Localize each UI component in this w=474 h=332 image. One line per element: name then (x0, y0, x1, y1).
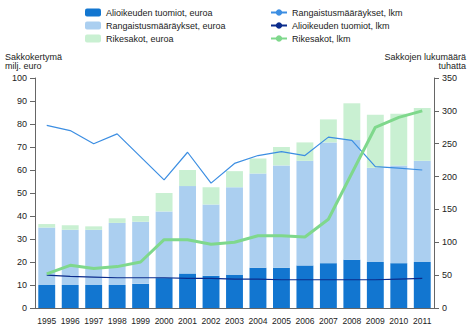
svg-text:Sakkokertymä: Sakkokertymä (5, 51, 62, 62)
svg-text:Rangaistusmääräykset, euroa: Rangaistusmääräykset, euroa (106, 21, 226, 31)
svg-text:0: 0 (22, 303, 27, 313)
svg-text:Alioikeuden tuomiot, lkm: Alioikeuden tuomiot, lkm (292, 21, 390, 31)
svg-text:250: 250 (442, 139, 457, 149)
svg-text:2008: 2008 (342, 316, 361, 326)
svg-text:20: 20 (17, 257, 27, 267)
svg-text:2004: 2004 (249, 316, 268, 326)
svg-text:10: 10 (17, 280, 27, 290)
svg-text:milj. euro: milj. euro (5, 61, 42, 71)
svg-text:1996: 1996 (61, 316, 80, 326)
svg-text:2011: 2011 (413, 316, 432, 326)
svg-text:Sakkojen lukumäärä: Sakkojen lukumäärä (384, 51, 466, 62)
svg-text:2005: 2005 (272, 316, 291, 326)
svg-text:50: 50 (17, 188, 27, 198)
svg-text:100: 100 (12, 73, 27, 83)
svg-text:2001: 2001 (178, 316, 197, 326)
svg-text:1997: 1997 (84, 316, 103, 326)
svg-text:2007: 2007 (319, 316, 338, 326)
svg-text:200: 200 (442, 172, 457, 182)
svg-text:2002: 2002 (202, 316, 221, 326)
svg-text:2003: 2003 (225, 316, 244, 326)
svg-text:300: 300 (442, 106, 457, 116)
svg-text:Alioikeuden tuomiot, euroa: Alioikeuden tuomiot, euroa (106, 8, 213, 18)
svg-text:30: 30 (17, 234, 27, 244)
svg-text:90: 90 (17, 96, 27, 106)
svg-text:80: 80 (17, 119, 27, 129)
svg-text:2006: 2006 (295, 316, 314, 326)
svg-text:100: 100 (442, 237, 457, 247)
svg-text:Rikesakot, euroa: Rikesakot, euroa (106, 34, 174, 44)
svg-text:50: 50 (442, 270, 452, 280)
svg-text:70: 70 (17, 142, 27, 152)
svg-text:1998: 1998 (108, 316, 127, 326)
svg-text:0: 0 (442, 303, 447, 313)
svg-text:tuhatta: tuhatta (438, 61, 466, 71)
svg-text:2000: 2000 (155, 316, 174, 326)
svg-text:2009: 2009 (366, 316, 385, 326)
svg-text:Rangaistusmääräykset, lkm: Rangaistusmääräykset, lkm (292, 8, 403, 18)
svg-text:150: 150 (442, 204, 457, 214)
svg-text:2010: 2010 (389, 316, 408, 326)
svg-text:1995: 1995 (37, 316, 56, 326)
svg-text:1999: 1999 (131, 316, 150, 326)
svg-text:Rikesakot, lkm: Rikesakot, lkm (292, 34, 351, 44)
svg-text:60: 60 (17, 165, 27, 175)
svg-text:40: 40 (17, 211, 27, 221)
svg-text:350: 350 (442, 73, 457, 83)
